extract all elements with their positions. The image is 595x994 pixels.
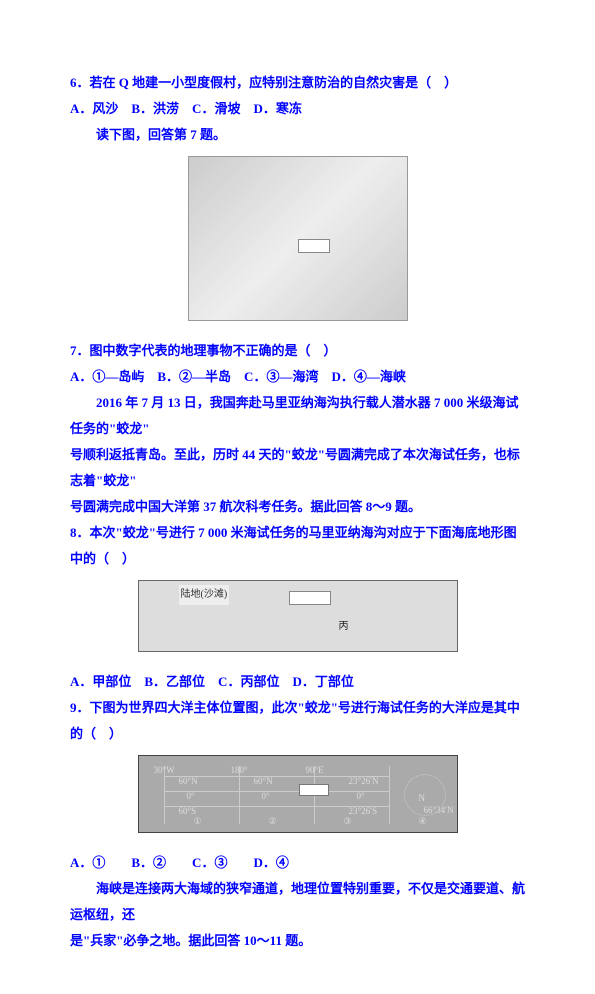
oc-top1: 30°W (154, 761, 175, 779)
q7-text: 7．图中数字代表的地理事物不正确的是（ ） (70, 343, 337, 358)
q8-options: A．甲部位 B．乙部位 C．丙部位 D．丁部位 (70, 669, 525, 695)
q6-opts-text: A．风沙 B．洪涝 C．滑坡 D．寒冻 (70, 101, 302, 116)
oceans-diagram-placeholder: 30°W 180° 90°E 60°N 0° 60°S 60°N 0° 23°2… (138, 755, 458, 833)
oc-r3: 23°26′S (349, 802, 378, 820)
oc-deg: 66°34′N (424, 801, 454, 819)
oc-num4: ④ (419, 812, 427, 830)
q7-options: A．①—岛屿 B．②—半岛 C．③—海湾 D．④—海峡 (70, 364, 525, 390)
lon-line-4 (389, 766, 390, 824)
p2-l2: 是"兵家"必争之地。据此回答 10～11 题。 (70, 933, 311, 948)
p1-l1: 2016 年 7 月 13 日，我国奔赴马里亚纳海沟执行载人潜水器 7 000 … (70, 395, 519, 436)
oc-whitebox (299, 784, 329, 796)
passage2-line1: 海峡是连接两大海域的狭窄通道，地理位置特别重要，不仅是交通要道、航运枢纽，还 (70, 876, 525, 928)
oc-top2: 180° (231, 761, 248, 779)
oc-num2: ② (269, 812, 277, 830)
q6-options: A．风沙 B．洪涝 C．滑坡 D．寒冻 (70, 96, 525, 122)
q8-opts-text: A．甲部位 B．乙部位 C．丙部位 D．丁部位 (70, 674, 354, 689)
q6-stem: 6．若在 Q 地建一小型度假村，应特别注意防治的自然灾害是（ ） (70, 70, 525, 96)
seafloor-marker: 丙 (339, 617, 349, 637)
oc-m2: 0° (262, 787, 270, 805)
q7-intro-text: 读下图，回答第 7 题。 (96, 127, 226, 142)
q8-text: 8．本次"蛟龙"号进行 7 000 米海试任务的马里亚纳海沟对应于下面海底地形图… (70, 525, 517, 566)
map-image-placeholder (188, 156, 408, 321)
q7-stem: 7．图中数字代表的地理事物不正确的是（ ） (70, 338, 525, 364)
oc-num1: ① (194, 812, 202, 830)
q7-intro: 读下图，回答第 7 题。 (70, 122, 525, 148)
q9-text: 9．下图为世界四大洋主体位置图，此次"蛟龙"号进行海试任务的大洋应是其中的（ ） (70, 700, 520, 741)
passage1-line1: 2016 年 7 月 13 日，我国奔赴马里亚纳海沟执行载人潜水器 7 000 … (70, 390, 525, 442)
seafloor-whitebox (289, 591, 331, 605)
figure-oceans-map: 30°W 180° 90°E 60°N 0° 60°S 60°N 0° 23°2… (70, 755, 525, 842)
q8-stem: 8．本次"蛟龙"号进行 7 000 米海试任务的马里亚纳海沟对应于下面海底地形图… (70, 520, 525, 572)
figure-map-north-america (70, 156, 525, 330)
passage1-line3: 号圆满完成中国大洋第 37 航次科考任务。据此回答 8～9 题。 (70, 494, 525, 520)
oc-num3: ③ (344, 812, 352, 830)
p1-l2: 号顺利返抵青岛。至此，历时 44 天的"蛟龙"号圆满完成了本次海试任务，也标志着… (70, 447, 520, 488)
passage2-line2: 是"兵家"必争之地。据此回答 10～11 题。 (70, 928, 525, 954)
q9-opts-text: A．① B．② C．③ D．④ (70, 855, 289, 870)
oc-top3: 90°E (306, 761, 324, 779)
q6-text: 6．若在 Q 地建一小型度假村，应特别注意防治的自然灾害是（ ） (70, 75, 457, 90)
seafloor-label: 陆地(沙滩) (179, 585, 230, 605)
q9-options: A．① B．② C．③ D．④ (70, 850, 525, 876)
seafloor-diagram-placeholder: 陆地(沙滩) 丙 (138, 580, 458, 652)
q7-opts-text: A．①—岛屿 B．②—半岛 C．③—海湾 D．④—海峡 (70, 369, 406, 384)
lat-line-2 (164, 791, 389, 792)
passage1-line2: 号顺利返抵青岛。至此，历时 44 天的"蛟龙"号圆满完成了本次海试任务，也标志着… (70, 442, 525, 494)
figure-seafloor-profile: 陆地(沙滩) 丙 (70, 580, 525, 661)
p2-l1: 海峡是连接两大海域的狭窄通道，地理位置特别重要，不仅是交通要道、航运枢纽，还 (70, 881, 525, 922)
q9-stem: 9．下图为世界四大洋主体位置图，此次"蛟龙"号进行海试任务的大洋应是其中的（ ） (70, 695, 525, 747)
p1-l3: 号圆满完成中国大洋第 37 航次科考任务。据此回答 8～9 题。 (70, 499, 421, 514)
